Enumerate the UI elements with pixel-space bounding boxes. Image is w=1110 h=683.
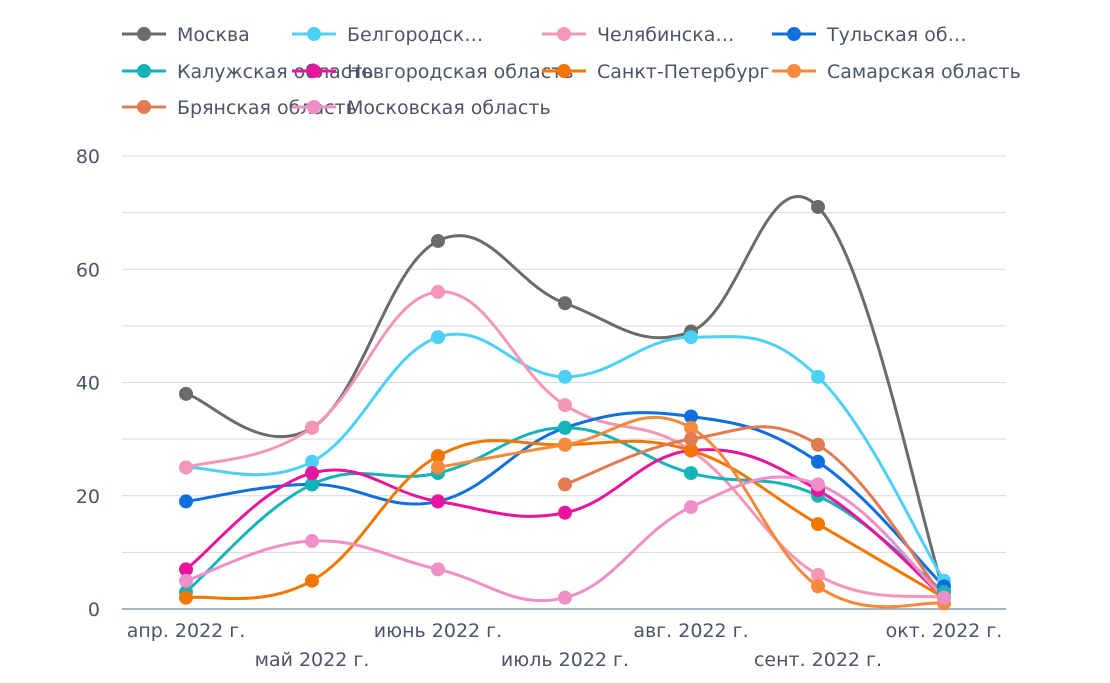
legend-item: Белгородск… (292, 24, 483, 46)
x-tick-label: июнь 2022 г. (374, 620, 502, 642)
legend-item: Санкт-Петербург (542, 61, 770, 83)
data-point (305, 534, 319, 549)
data-point (179, 460, 193, 475)
legend-label: Москва (177, 24, 250, 46)
series-line (563, 425, 946, 600)
x-tick-label: сент. 2022 г. (754, 649, 882, 671)
x-axis: апр. 2022 г. май 2022 г.июнь 2022 г. июль … (127, 620, 1003, 671)
data-point (684, 409, 698, 424)
data-point (431, 562, 445, 577)
data-point (431, 449, 445, 464)
legend-item: Калужская область (122, 61, 374, 83)
y-tick-label: 80 (76, 146, 100, 168)
legend-label: Санкт-Петербург (597, 61, 770, 83)
x-tick-label: июль 2022 г. (501, 649, 629, 671)
legend-item: Московская область (292, 97, 551, 119)
legend-item: Новгородская область (292, 61, 573, 83)
data-point (937, 590, 951, 605)
y-tick-label: 0 (88, 599, 100, 621)
data-point (684, 330, 698, 345)
y-tick-label: 60 (76, 259, 100, 281)
y-tick-label: 40 (76, 373, 100, 395)
data-point (305, 573, 319, 588)
data-point (305, 477, 319, 492)
data-point (811, 477, 825, 492)
legend-item: Москва (122, 24, 250, 46)
data-point (558, 369, 572, 384)
legend-item: Тульская об… (772, 24, 967, 46)
legend-swatch-marker (137, 64, 151, 78)
x-tick-label: апр. 2022 г. (127, 620, 246, 642)
legend-item: Самарская область (772, 61, 1021, 83)
x-tick-label: окт. 2022 г. (886, 620, 1003, 642)
legend: Москва Белгородск… Челябинска… Тульская об…… (122, 24, 1021, 119)
legend-label: Новгородская область (347, 61, 573, 83)
data-point (305, 454, 319, 469)
data-point (431, 460, 445, 475)
legend-swatch-marker (557, 27, 571, 41)
data-point (558, 590, 572, 605)
legend-swatch-marker (137, 100, 151, 114)
legend-swatch-marker (307, 27, 321, 41)
legend-label: Белгородск… (347, 24, 483, 46)
data-point (558, 420, 572, 435)
legend-label: Челябинска… (597, 24, 734, 46)
x-tick-label: авг. 2022 г. (633, 620, 748, 642)
data-point (684, 443, 698, 458)
legend-label: Тульская об… (826, 24, 967, 46)
legend-swatch-marker (307, 100, 321, 114)
data-point (179, 494, 193, 509)
data-point (811, 517, 825, 532)
y-axis: 0 20 40 60 80 (76, 146, 100, 621)
data-point (179, 386, 193, 401)
data-point (305, 420, 319, 435)
data-point (179, 590, 193, 605)
data-point (811, 369, 825, 384)
legend-swatch-marker (557, 64, 571, 78)
legend-label: Самарская область (827, 61, 1021, 83)
data-point (811, 568, 825, 583)
data-point (558, 296, 572, 311)
legend-swatch-marker (307, 64, 321, 78)
data-point (684, 420, 698, 435)
data-point (558, 398, 572, 413)
series-points (179, 199, 951, 611)
data-point (811, 199, 825, 214)
data-point (431, 330, 445, 345)
data-point (684, 466, 698, 481)
data-point (558, 505, 572, 520)
data-point (684, 500, 698, 515)
legend-item: Челябинска… (542, 24, 734, 46)
data-point (811, 437, 825, 452)
data-point (431, 233, 445, 248)
legend-swatch-marker (787, 27, 801, 41)
data-point (558, 437, 572, 452)
legend-label: Калужская область (177, 61, 374, 83)
data-point (179, 562, 193, 577)
legend-swatch-marker (787, 64, 801, 78)
data-point (305, 466, 319, 481)
data-point (431, 284, 445, 299)
data-point (811, 579, 825, 594)
data-point (811, 454, 825, 469)
x-tick-label: май 2022 г. (255, 649, 370, 671)
data-point (558, 477, 572, 492)
legend-swatch-marker (137, 27, 151, 41)
data-point (684, 432, 698, 447)
legend-label: Московская область (347, 97, 551, 119)
y-tick-label: 20 (76, 486, 100, 508)
data-point (179, 573, 193, 588)
data-point (431, 494, 445, 509)
